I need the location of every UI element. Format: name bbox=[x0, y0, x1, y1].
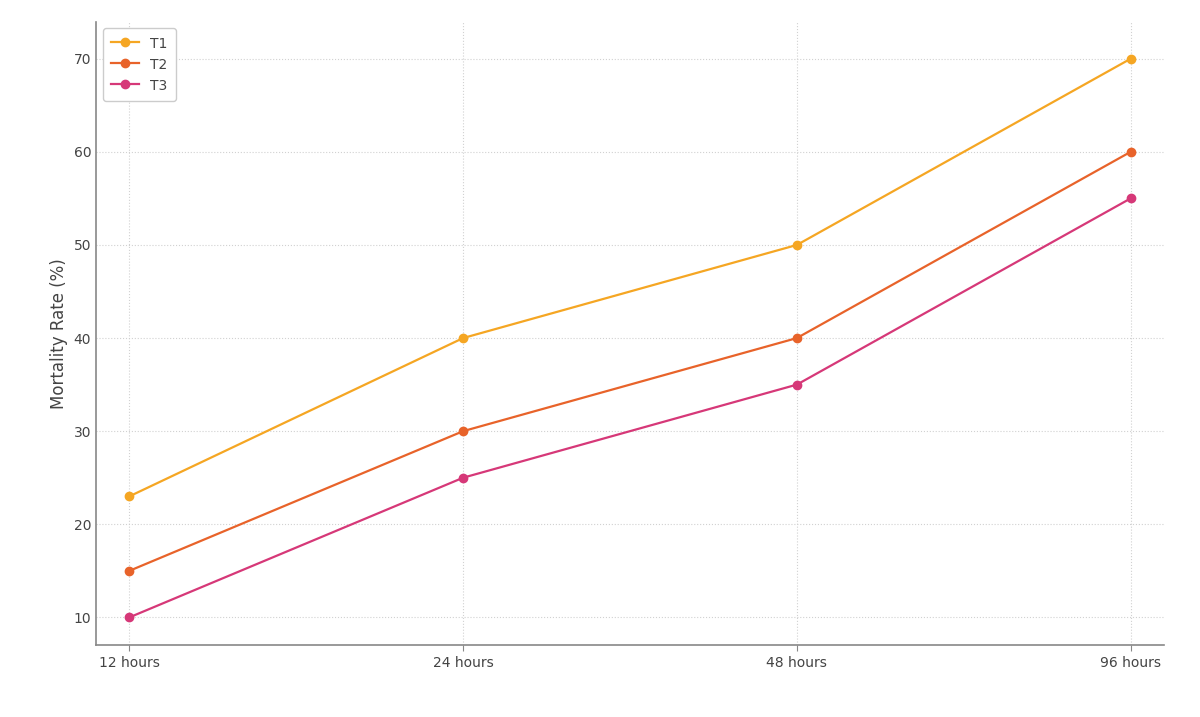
T3 bbox=[1123, 194, 1138, 203]
T2 bbox=[790, 333, 804, 342]
Legend: T1, T2, T3: T1, T2, T3 bbox=[103, 29, 176, 101]
T2 bbox=[456, 427, 470, 435]
T1 bbox=[1123, 54, 1138, 63]
T1 bbox=[122, 492, 137, 500]
T2 bbox=[1123, 148, 1138, 156]
T1 bbox=[790, 241, 804, 250]
Line: T2: T2 bbox=[125, 148, 1135, 575]
T3 bbox=[456, 473, 470, 482]
T3 bbox=[790, 380, 804, 389]
T2 bbox=[122, 566, 137, 575]
Line: T1: T1 bbox=[125, 54, 1135, 500]
T1 bbox=[456, 333, 470, 342]
T3 bbox=[122, 613, 137, 622]
Y-axis label: Mortality Rate (%): Mortality Rate (%) bbox=[50, 258, 68, 409]
Line: T3: T3 bbox=[125, 194, 1135, 622]
